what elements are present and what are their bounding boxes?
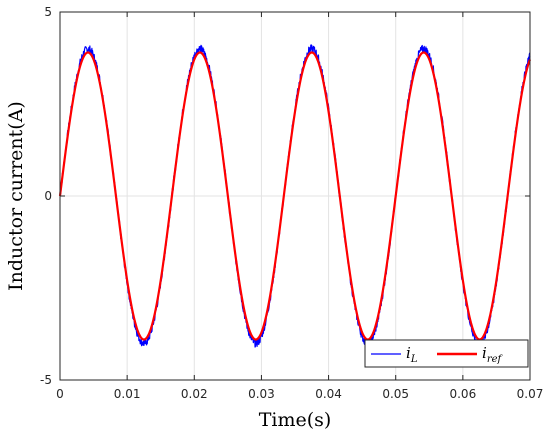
x-axis-ticks: 0 0.01 0.02 0.03 0.04 0.05 0.06 0.07: [56, 12, 543, 401]
series-layer: [58, 44, 532, 348]
x-tick-label: 0.03: [248, 387, 275, 401]
x-tick-label: 0.07: [517, 387, 544, 401]
x-tick-label: 0.06: [449, 387, 476, 401]
x-tick-label: 0.04: [315, 387, 342, 401]
legend-label-i-ref: iref: [482, 344, 504, 365]
legend: iL iref: [364, 339, 529, 368]
y-tick-label: 0: [44, 189, 52, 203]
y-tick-label: 5: [44, 5, 52, 19]
x-tick-label: 0: [56, 387, 64, 401]
y-axis-ticks: -5 0 5: [40, 5, 530, 387]
series-line-i-ref: [58, 51, 532, 341]
x-tick-label: 0.02: [181, 387, 208, 401]
y-axis-label: Inductor current(A): [5, 101, 27, 291]
x-axis-label: Time(s): [259, 409, 332, 431]
x-tick-label: 0.05: [382, 387, 409, 401]
y-tick-label: -5: [40, 373, 52, 387]
legend-label-i-l: iL: [406, 344, 418, 365]
x-tick-label: 0.01: [114, 387, 141, 401]
